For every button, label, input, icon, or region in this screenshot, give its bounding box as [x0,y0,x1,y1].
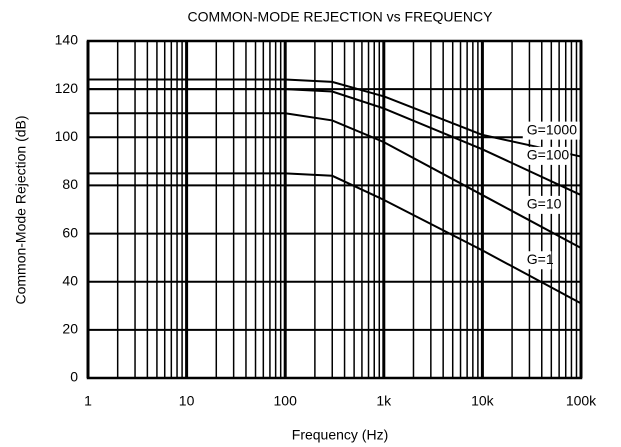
series-label: G=10 [527,196,562,212]
series-label-bg [522,251,552,270]
x-tick-label: 100 [274,393,298,409]
series-label: G=1000 [527,121,577,137]
series-label-bg [522,195,561,214]
series-label-bg [522,121,580,140]
x-tick-label: 10k [471,393,495,409]
x-axis-label: Frequency (Hz) [292,427,388,443]
chart-title: COMMON-MODE REJECTION vs FREQUENCY [188,9,494,25]
series-label-bg [522,146,571,165]
line [88,112,582,249]
x-tick-label: 1k [376,393,392,409]
y-tick-label: 100 [55,128,79,144]
x-tick-label: 100k [566,393,597,409]
y-axis-label: Common-Mode Rejection (dB) [13,115,29,304]
y-tick-label: 40 [62,272,78,288]
y-tick-label: 140 [55,32,79,48]
y-tick-label: 120 [55,80,79,96]
y-tick-label: 0 [70,369,78,385]
plot-border [86,39,583,380]
line [88,88,582,196]
x-tick-label: 1 [84,393,92,409]
line [88,172,582,305]
series-label: G=1 [527,251,554,267]
y-tick-label: 60 [62,224,78,240]
line [88,78,582,158]
y-tick-label: 80 [62,176,78,192]
x-tick-label: 10 [179,393,195,409]
y-tick-label: 20 [62,321,78,337]
series-label: G=100 [527,147,570,163]
